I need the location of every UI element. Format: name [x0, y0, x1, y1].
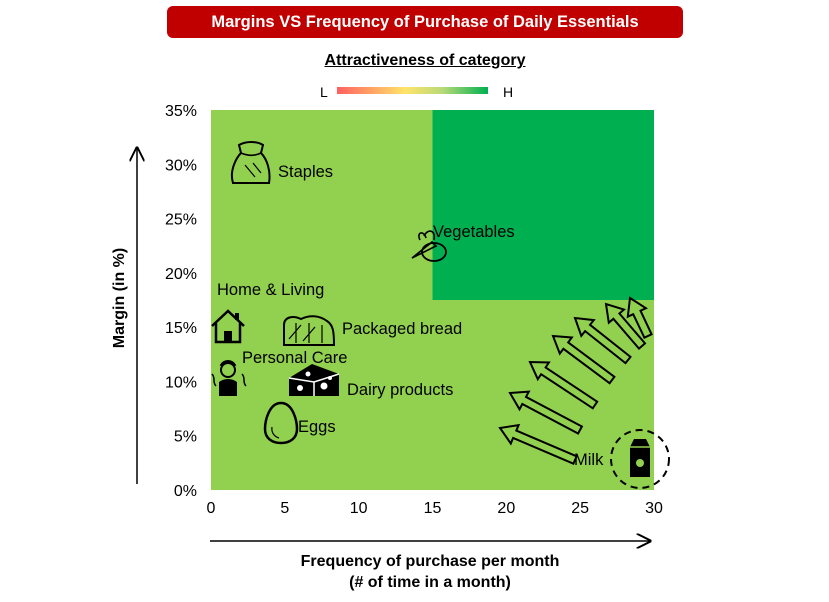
legend-gradient-bar: [337, 87, 488, 94]
arrow-icon: [498, 423, 578, 466]
arrow-icon: [604, 302, 647, 351]
arrow-icon: [551, 334, 616, 385]
y-tick-label: 0%: [174, 483, 197, 500]
x-axis-label: Frequency of purchase per month (# of ti…: [210, 551, 650, 593]
y-tick-label: 15%: [165, 320, 197, 337]
y-tick-label: 25%: [165, 212, 197, 229]
sack-icon: [231, 141, 271, 184]
x-axis-label-line2: (# of time in a month): [349, 574, 511, 591]
bread-icon: [283, 315, 336, 346]
house-icon: [211, 309, 245, 344]
chart-title: Margins VS Frequency of Purchase of Dail…: [167, 6, 683, 38]
y-tick-label: 10%: [165, 374, 197, 391]
y-axis-label: Margin (in %): [111, 247, 128, 349]
point-label: Vegetables: [433, 223, 515, 241]
x-tick-label: 0: [207, 500, 216, 517]
y-tick-label: 30%: [165, 157, 197, 174]
x-tick-label: 10: [350, 500, 368, 517]
x-tick-label: 25: [571, 500, 589, 517]
point-label: Staples: [278, 163, 333, 181]
vegetables-icon: [411, 230, 447, 262]
arrow-icon: [528, 360, 599, 410]
point-label: Milk: [574, 451, 604, 469]
y-tick-label: 35%: [165, 103, 197, 120]
point-label: Personal Care: [242, 349, 347, 367]
growth-arrows: [498, 296, 653, 466]
high-attractiveness-region: [432, 110, 654, 300]
arrow-icon: [508, 390, 584, 435]
x-axis-label-line1: Frequency of purchase per month: [300, 553, 560, 570]
y-tick-label: 5%: [174, 429, 197, 446]
x-tick-label: 20: [497, 500, 515, 517]
egg-icon: [263, 401, 299, 445]
legend-low-label: L: [320, 84, 328, 100]
x-tick-label: 15: [424, 500, 442, 517]
point-label: Dairy products: [347, 381, 453, 399]
legend-high-label: H: [503, 84, 514, 100]
arrow-icon: [573, 316, 632, 365]
person-icon: [211, 360, 247, 396]
legend-title: Attractiveness of category: [324, 52, 526, 69]
x-tick-label: 30: [645, 500, 663, 517]
point-label: Eggs: [298, 418, 336, 436]
y-tick-label: 20%: [165, 266, 197, 283]
cheese-icon: [288, 364, 340, 396]
point-label: Home & Living: [217, 281, 324, 299]
milk-carton-icon: [610, 429, 670, 489]
point-label: Packaged bread: [342, 320, 462, 338]
arrow-icon: [626, 296, 653, 340]
x-tick-label: 5: [280, 500, 289, 517]
